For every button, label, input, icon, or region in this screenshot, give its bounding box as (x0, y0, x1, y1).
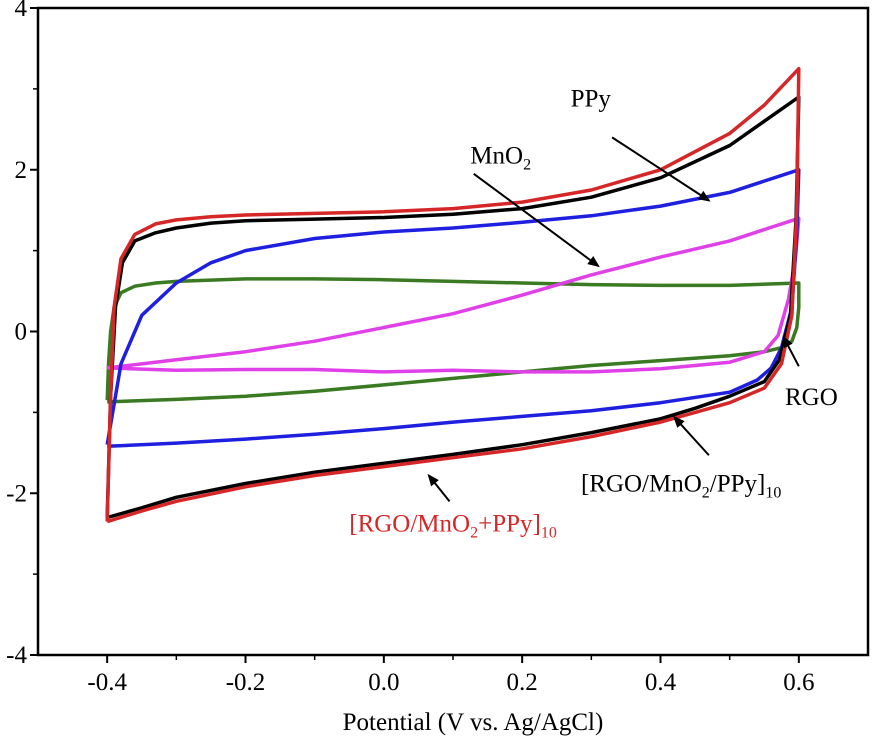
series-ppy (105, 168, 801, 449)
annotation-arrow-plus (427, 473, 451, 502)
series-mno2 (106, 216, 801, 374)
annotation-label-mno2: MnO2 (470, 142, 531, 173)
annotation-arrow-ppy (611, 136, 711, 202)
x-tick-label: 0.0 (368, 669, 399, 696)
x-tick-label: -0.4 (87, 669, 127, 696)
y-tick-label: 0 (15, 319, 28, 346)
annotation-arrow-layered (672, 415, 710, 456)
series-rgo-mno2-ppy-layered (105, 95, 801, 520)
x-tick-label: 0.4 (645, 669, 677, 696)
x-axis-title: Potential (V vs. Ag/AgCl) (343, 709, 604, 736)
y-tick-label: -4 (6, 642, 27, 669)
annotation-label-ppy: PPy (571, 86, 612, 113)
x-tick-label: 0.6 (783, 669, 814, 696)
series-rgo-mno2-plus-ppy (105, 66, 801, 524)
annotation-label-rgo: RGO (785, 384, 838, 411)
annotation-arrow-mno2 (473, 172, 600, 268)
y-tick-label: 2 (15, 157, 28, 184)
y-tick-label: -2 (6, 480, 27, 507)
annotation-label-layered: [RGO/MnO2/PPy]10 (581, 471, 781, 502)
x-tick-label: -0.2 (226, 669, 266, 696)
x-tick-label: 0.2 (507, 669, 538, 696)
plot-frame (36, 6, 870, 657)
y-tick-label: 4 (15, 0, 28, 22)
series-rgo (105, 277, 801, 404)
annotation-arrow-rgo (782, 335, 800, 367)
annotation-label-plus: [RGO/MnO2+PPy]10 (349, 510, 557, 541)
